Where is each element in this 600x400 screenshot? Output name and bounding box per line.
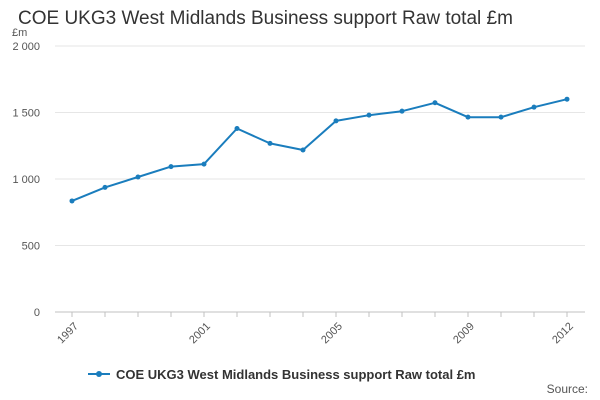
y-tick-label: 0 bbox=[34, 307, 40, 319]
gridlines bbox=[55, 45, 585, 246]
data-point[interactable] bbox=[267, 140, 273, 146]
series-line bbox=[71, 98, 568, 202]
data-point[interactable] bbox=[135, 174, 141, 180]
y-tick-label: 1 500 bbox=[12, 108, 40, 120]
x-tick-label: 2012 bbox=[550, 320, 576, 346]
x-tick-label: 1997 bbox=[55, 320, 81, 346]
data-point[interactable] bbox=[102, 184, 108, 190]
data-point[interactable] bbox=[564, 96, 570, 102]
axes bbox=[55, 311, 585, 317]
data-point[interactable] bbox=[498, 114, 504, 120]
data-point[interactable] bbox=[465, 114, 471, 120]
data-point[interactable] bbox=[234, 125, 240, 131]
y-tick-label: 1 000 bbox=[12, 174, 40, 186]
data-point[interactable] bbox=[432, 100, 438, 106]
chart-title: COE UKG3 West Midlands Business support … bbox=[18, 8, 513, 29]
source-label: Source: bbox=[546, 382, 588, 396]
y-axis-unit-label: £m bbox=[12, 27, 28, 39]
y-tick-label: 2 000 bbox=[12, 41, 40, 53]
data-point[interactable] bbox=[168, 164, 174, 170]
data-point[interactable] bbox=[201, 161, 207, 167]
series-layer bbox=[69, 96, 570, 204]
legend-series-label: COE UKG3 West Midlands Business support … bbox=[116, 366, 476, 382]
x-tick-label: 2001 bbox=[187, 320, 213, 346]
data-point[interactable] bbox=[366, 112, 372, 118]
x-tick-label: 2009 bbox=[451, 320, 477, 346]
data-point[interactable] bbox=[531, 104, 537, 110]
y-tick-labels: 0 500 1 000 1 500 2 000 bbox=[12, 41, 40, 319]
data-point[interactable] bbox=[69, 198, 75, 204]
legend-series-key bbox=[88, 369, 110, 379]
legend[interactable]: COE UKG3 West Midlands Business support … bbox=[88, 365, 476, 383]
data-point[interactable] bbox=[333, 118, 339, 124]
data-point[interactable] bbox=[399, 108, 405, 114]
y-tick-label: 500 bbox=[22, 241, 40, 253]
x-tick-label: 2005 bbox=[319, 320, 345, 346]
data-point[interactable] bbox=[300, 147, 306, 153]
x-tick-labels: 1997 2001 2005 2009 2012 bbox=[55, 320, 576, 346]
